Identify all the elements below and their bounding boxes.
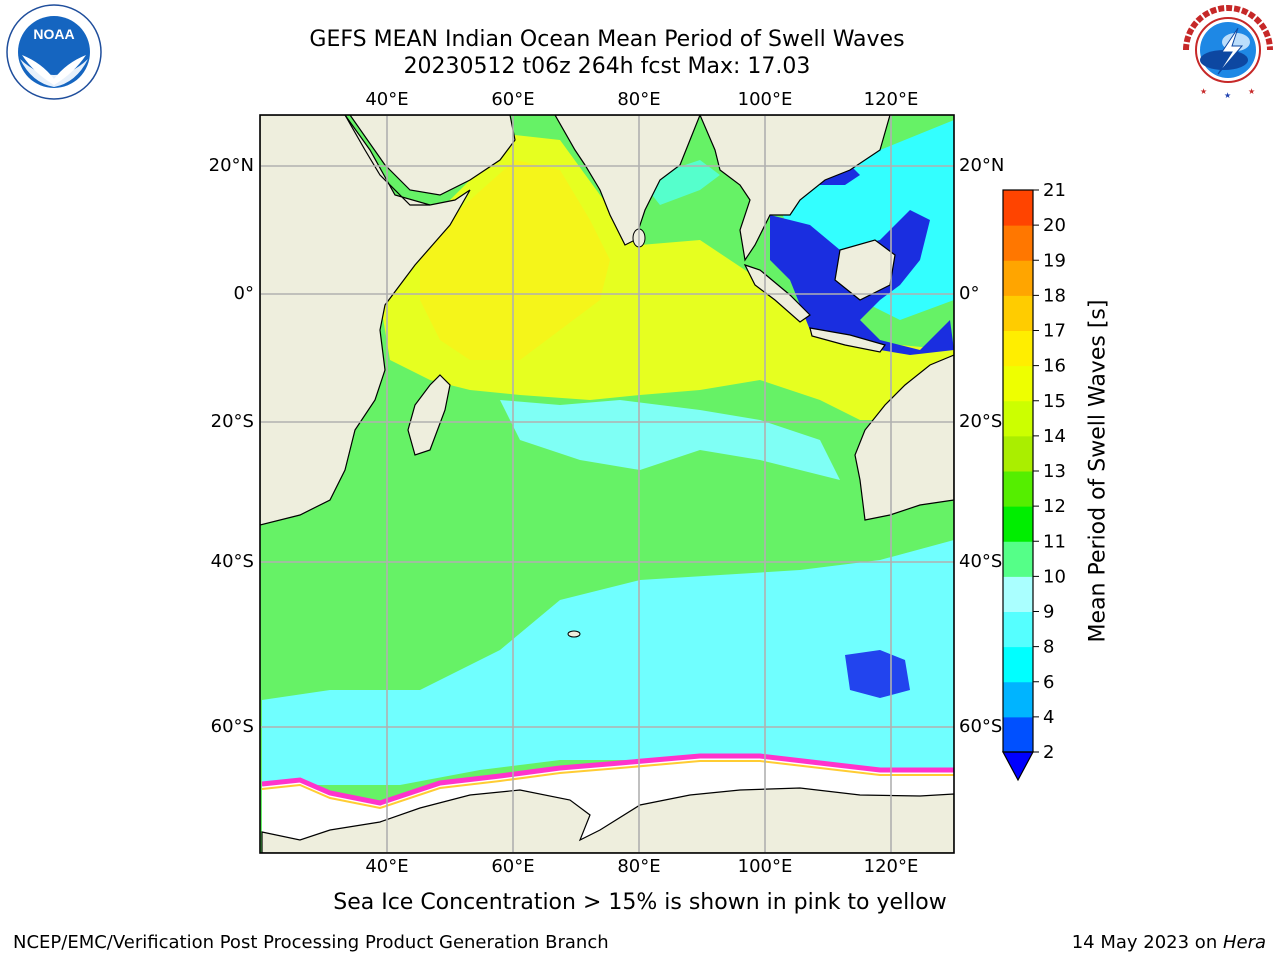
lat-tick-right: 40°S xyxy=(959,551,1003,572)
footer-credit: NCEP/EMC/Verification Post Processing Pr… xyxy=(13,932,609,953)
colorbar-tick-label: 12 xyxy=(1043,496,1066,517)
lat-tick-right: 20°S xyxy=(959,411,1003,432)
noaa-logo: NOAA xyxy=(4,3,104,101)
lon-tick-top: 120°E xyxy=(863,89,919,110)
colorbar-tick-label: 15 xyxy=(1043,391,1066,412)
lon-tick-top: 40°E xyxy=(365,89,409,110)
colorbar-swatch xyxy=(1003,541,1033,577)
colorbar-tick-label: 6 xyxy=(1043,672,1054,693)
colorbar-swatch xyxy=(1003,576,1033,612)
cyan-southern-zone xyxy=(262,540,954,785)
colorbar-swatch xyxy=(1003,646,1033,683)
colorbar-swatch xyxy=(1003,260,1033,296)
lat-tick-right: 20°N xyxy=(959,155,1005,176)
arabian-peninsula xyxy=(349,115,516,196)
lat-tick-left: 20°S xyxy=(210,411,254,432)
colorbar-tick-label: 11 xyxy=(1043,531,1066,552)
colorbar-tick-label: 2 xyxy=(1043,742,1054,763)
colorbar-tick-label: 13 xyxy=(1043,461,1066,482)
southeast-asia xyxy=(699,115,891,262)
colorbar-tick-label: 21 xyxy=(1043,180,1066,201)
madagascar xyxy=(407,374,451,456)
colorbar-tick-label: 10 xyxy=(1043,566,1066,587)
colorbar-tick-label: 20 xyxy=(1043,215,1066,236)
colorbar-label: Mean Period of Swell Waves [s] xyxy=(1085,299,1111,643)
colorbar-tick-label: 4 xyxy=(1043,707,1054,728)
colorbar-swatch xyxy=(1003,611,1033,648)
sea-ice-caption: Sea Ice Concentration > 15% is shown in … xyxy=(333,890,947,915)
footer-machine: Hera xyxy=(1222,932,1266,953)
lon-tick-top: 100°E xyxy=(737,89,793,110)
blue-swell-patch xyxy=(845,650,910,698)
lon-tick-bottom: 40°E xyxy=(365,856,409,877)
svg-text:★: ★ xyxy=(1224,91,1231,98)
lat-tick-right: 60°S xyxy=(959,716,1003,737)
footer-date-text: 14 May 2023 on xyxy=(1071,932,1223,953)
colorbar-swatch xyxy=(1003,400,1033,437)
chart-subtitle: 20230512 t06z 264h fcst Max: 17.03 xyxy=(403,54,811,79)
colorbar-tick-label: 14 xyxy=(1043,426,1066,447)
footer-date: 14 May 2023 on Hera xyxy=(1072,932,1266,953)
antarctica xyxy=(261,787,954,853)
colorbar-tick-label: 19 xyxy=(1043,250,1066,271)
borneo xyxy=(834,239,896,301)
svg-text:★: ★ xyxy=(1248,87,1255,96)
lat-tick-left: 20°N xyxy=(208,155,254,176)
red-sea-coast xyxy=(344,115,430,206)
map-frame xyxy=(259,114,955,854)
lon-tick-bottom: 80°E xyxy=(617,856,661,877)
australia xyxy=(854,354,954,521)
lat-tick-left: 0° xyxy=(233,283,254,304)
ice-edge xyxy=(261,753,954,806)
java xyxy=(809,327,886,353)
lon-tick-bottom: 120°E xyxy=(863,856,919,877)
colorbar-swatch xyxy=(1003,225,1033,261)
colorbar-swatch xyxy=(1003,716,1033,753)
colorbar-swatch xyxy=(1003,471,1033,507)
lat-tick-right: 0° xyxy=(959,283,980,304)
colorbar: 2 4 6 8 9 10 11 12 13 14 15 16 17 18 19 20 21 xyxy=(1001,180,1066,782)
kerguelen-island xyxy=(567,630,581,638)
svg-text:★: ★ xyxy=(1200,87,1207,96)
lat-tick-left: 40°S xyxy=(210,551,254,572)
colorbar-swatch xyxy=(1003,295,1033,331)
colorbar-tick-label: 17 xyxy=(1043,321,1066,342)
colorbar-swatch xyxy=(1003,681,1033,718)
bay-of-bengal-cyan xyxy=(640,160,720,205)
yellow-swell-zone-core xyxy=(420,160,610,360)
cyan-swell-zone xyxy=(500,400,840,480)
colorbar-tick-label: 8 xyxy=(1043,637,1054,658)
graticule xyxy=(260,115,954,853)
colorbar-tick-label: 16 xyxy=(1043,356,1066,377)
nws-logo: ★ ★ ★ xyxy=(1178,2,1278,100)
colorbar-swatch xyxy=(1003,190,1033,226)
colorbar-under-arrow xyxy=(1001,751,1035,782)
colorbar-tick-label: 9 xyxy=(1043,602,1054,623)
colorbar-tick-label: 18 xyxy=(1043,285,1066,306)
lon-tick-top: 80°E xyxy=(617,89,661,110)
colorbar-swatch xyxy=(1003,365,1033,402)
svg-text:NOAA: NOAA xyxy=(33,26,74,42)
colorbar-swatch xyxy=(1003,435,1033,472)
lon-tick-bottom: 100°E xyxy=(737,856,793,877)
lon-tick-bottom: 60°E xyxy=(491,856,535,877)
colorbar-swatch xyxy=(1003,330,1033,367)
lat-tick-left: 60°S xyxy=(210,716,254,737)
colorbar-swatch xyxy=(1003,506,1033,542)
ice-edge-yellow xyxy=(261,760,954,810)
chart-title: GEFS MEAN Indian Ocean Mean Period of Sw… xyxy=(309,27,905,52)
lon-tick-top: 60°E xyxy=(491,89,535,110)
